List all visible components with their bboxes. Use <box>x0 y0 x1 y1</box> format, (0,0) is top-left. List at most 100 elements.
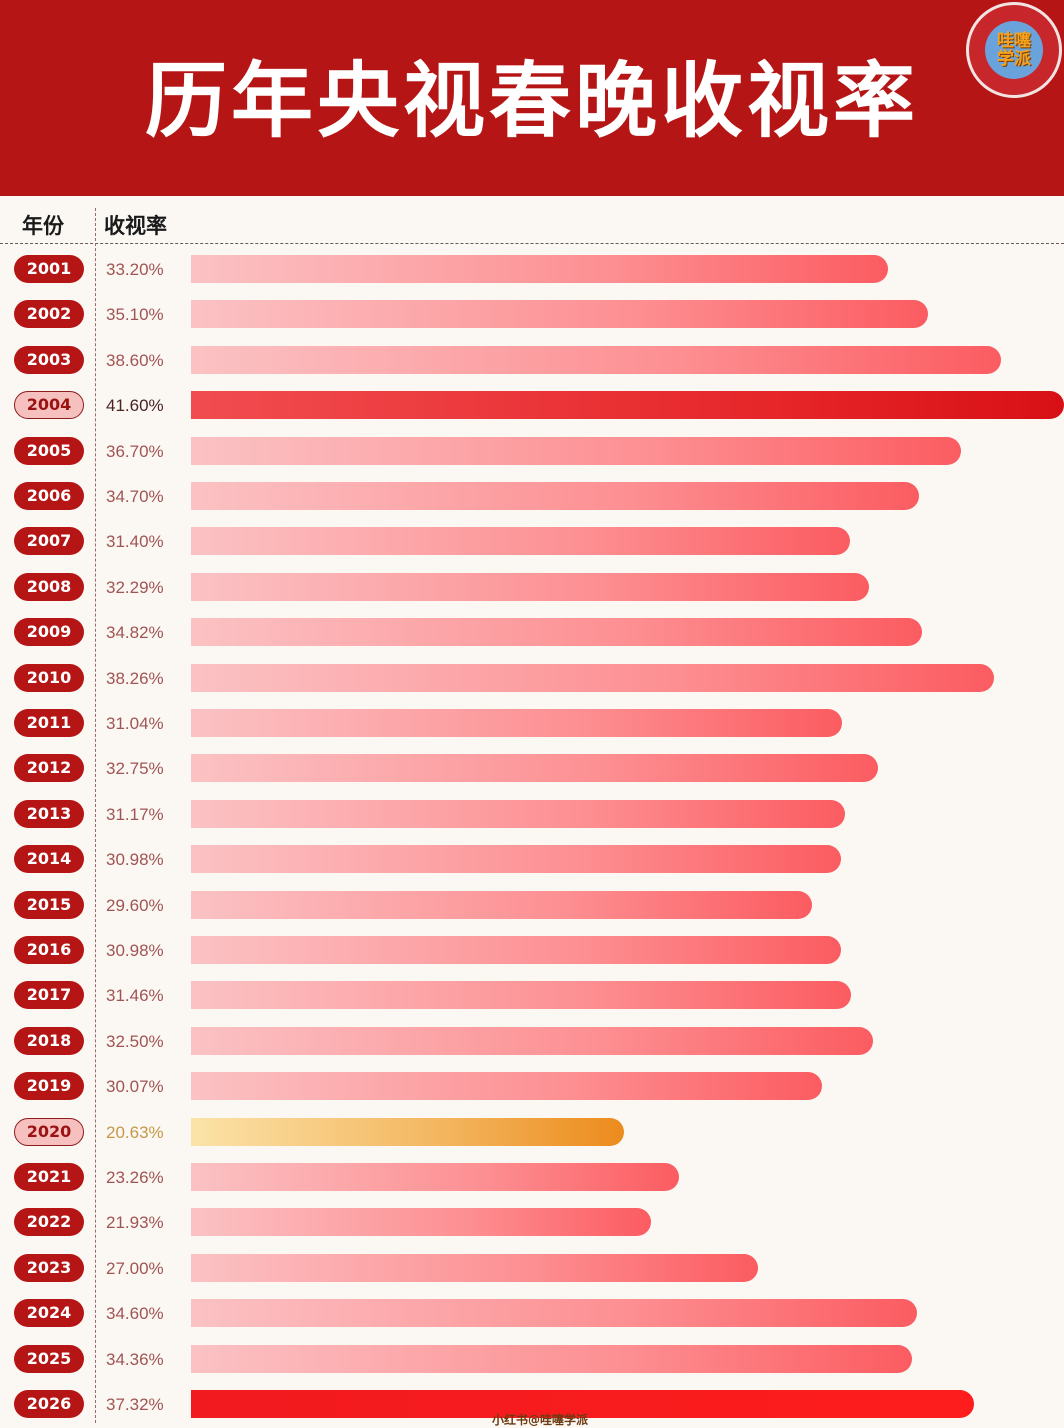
column-divider <box>95 208 96 1423</box>
year-pill: 2013 <box>14 799 84 828</box>
chart-row: 2014 30.98% <box>0 843 1064 877</box>
rating-value: 34.82% <box>106 623 164 643</box>
chart-row: 2021 23.26% <box>0 1161 1064 1195</box>
rating-bar <box>191 1117 624 1146</box>
rating-value: 30.98% <box>106 941 164 960</box>
year-pill: 2012 <box>14 754 84 783</box>
logo-text-2: 学派 <box>997 49 1031 69</box>
rating-bar <box>191 391 1064 420</box>
year-pill: 2016 <box>14 936 84 964</box>
year-pill: 2009 <box>14 618 84 647</box>
chart-row: 2022 21.93% <box>0 1206 1064 1240</box>
rating-bar <box>191 572 869 601</box>
rating-value: 20.63% <box>106 1122 164 1142</box>
page-title: 历年央视春晚收视率 <box>144 54 919 149</box>
rating-bar <box>191 1072 823 1101</box>
year-pill: 2019 <box>14 1072 84 1101</box>
column-header-year: 年份 <box>22 214 64 238</box>
year-pill: 2022 <box>14 1208 84 1237</box>
chart-row: 2017 31.46% <box>0 979 1064 1013</box>
year-pill: 2018 <box>14 1026 84 1055</box>
rating-value: 34.36% <box>106 1349 164 1369</box>
year-pill: 2015 <box>14 890 84 919</box>
logo-badge-icon: 哇噻 学派 <box>985 21 1043 79</box>
rating-value: 27.00% <box>106 1258 164 1278</box>
chart-row: 2023 27.00% <box>0 1252 1064 1286</box>
rating-bar <box>191 1344 913 1373</box>
rating-value: 41.60% <box>106 396 164 416</box>
chart-row: 2002 35.10% <box>0 298 1064 332</box>
rating-bar <box>191 1299 918 1328</box>
year-pill: 2008 <box>14 572 84 601</box>
rating-bar <box>191 936 842 964</box>
rating-bar <box>191 436 962 465</box>
year-pill: 2023 <box>14 1253 84 1282</box>
year-pill: 2010 <box>14 663 84 692</box>
rating-bar <box>191 1026 874 1055</box>
rating-value: 34.70% <box>106 487 164 506</box>
rating-bar <box>191 1163 680 1191</box>
rating-value: 33.20% <box>106 260 164 279</box>
chart-row: 2008 32.29% <box>0 571 1064 605</box>
chart-row: 2019 30.07% <box>0 1070 1064 1104</box>
logo-text-1: 哇噻 <box>997 31 1031 51</box>
rating-value: 36.70% <box>106 441 164 461</box>
chart-row: 2010 38.26% <box>0 662 1064 696</box>
rating-bar <box>191 754 879 783</box>
rating-value: 32.75% <box>106 759 164 779</box>
chart-row: 2020 20.63% <box>0 1116 1064 1150</box>
rating-value: 37.32% <box>106 1395 164 1414</box>
chart-row: 2025 34.36% <box>0 1343 1064 1377</box>
chart-row: 2003 38.60% <box>0 344 1064 378</box>
rating-bar <box>191 345 1002 374</box>
chart-row: 2024 34.60% <box>0 1297 1064 1331</box>
rating-bar <box>191 618 922 647</box>
year-pill: 2004 <box>14 391 84 420</box>
year-pill: 2025 <box>14 1344 84 1373</box>
footer-watermark: 小红书@哇噻学派 <box>492 1413 589 1427</box>
chart-row: 2007 31.40% <box>0 525 1064 559</box>
year-pill: 2024 <box>14 1299 84 1328</box>
year-pill: 2007 <box>14 527 84 556</box>
chart-row: 2013 31.17% <box>0 798 1064 832</box>
header-divider <box>0 243 1064 244</box>
rating-value: 34.60% <box>106 1304 164 1324</box>
chart-row: 2016 30.98% <box>0 934 1064 968</box>
year-pill: 2014 <box>14 845 84 874</box>
rating-value: 30.98% <box>106 850 164 870</box>
rating-bar <box>191 981 852 1010</box>
chart-row: 2004 41.60% <box>0 389 1064 423</box>
header-banner: 历年央视春晚收视率 哇噻 学派 <box>0 0 1064 196</box>
rating-bar <box>191 255 888 283</box>
rating-bar <box>191 300 928 329</box>
year-pill: 2011 <box>14 709 84 737</box>
rating-bar <box>191 799 846 828</box>
rating-value: 32.50% <box>106 1031 164 1051</box>
rating-bar <box>191 845 842 874</box>
chart-row: 2006 34.70% <box>0 480 1064 514</box>
rating-value: 35.10% <box>106 305 164 325</box>
rating-value: 38.26% <box>106 668 164 688</box>
year-pill: 2026 <box>14 1390 84 1418</box>
year-pill: 2006 <box>14 482 84 510</box>
year-pill: 2002 <box>14 300 84 329</box>
rating-value: 23.26% <box>106 1168 164 1187</box>
year-pill: 2001 <box>14 255 84 283</box>
chart-row: 2026 37.32% <box>0 1388 1064 1422</box>
rating-value: 31.40% <box>106 532 164 552</box>
rating-bar <box>191 482 920 510</box>
year-pill: 2005 <box>14 436 84 465</box>
chart-row: 2001 33.20% <box>0 253 1064 287</box>
year-pill: 2020 <box>14 1117 84 1146</box>
rating-bar <box>191 527 850 556</box>
rating-bar <box>191 1390 975 1418</box>
rating-value: 32.29% <box>106 577 164 597</box>
year-pill: 2003 <box>14 345 84 374</box>
rating-value: 21.93% <box>106 1213 164 1233</box>
chart-row: 2015 29.60% <box>0 889 1064 923</box>
rating-bar <box>191 1253 758 1282</box>
rating-value: 31.46% <box>106 986 164 1006</box>
column-header-rating: 收视率 <box>104 214 167 238</box>
rating-value: 31.04% <box>106 714 164 733</box>
rating-bar <box>191 1208 652 1237</box>
